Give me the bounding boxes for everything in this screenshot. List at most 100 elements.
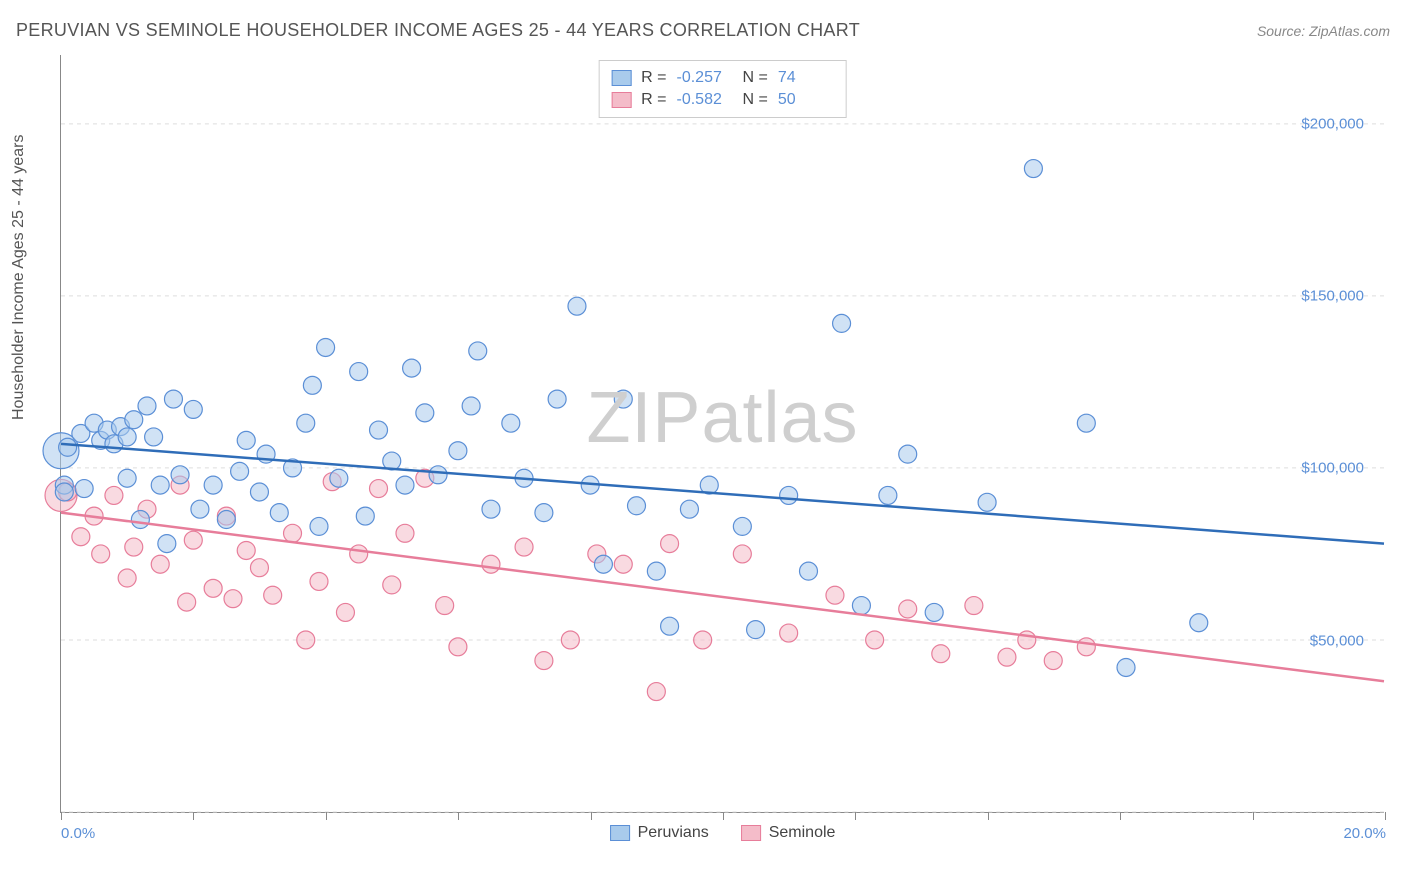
data-point — [284, 524, 302, 542]
x-tick — [591, 812, 592, 820]
data-point — [733, 517, 751, 535]
data-point — [614, 555, 632, 573]
legend-swatch — [611, 92, 631, 108]
data-point — [1117, 658, 1135, 676]
legend-correlation: R = -0.257 N = 74 R = -0.582 N = 50 — [598, 60, 847, 118]
data-point — [780, 624, 798, 642]
legend-n-value: 50 — [778, 91, 834, 109]
legend-n-value: 74 — [778, 69, 834, 87]
data-point — [125, 411, 143, 429]
data-point — [561, 631, 579, 649]
data-point — [164, 390, 182, 408]
data-point — [780, 486, 798, 504]
data-point — [535, 652, 553, 670]
data-point — [237, 542, 255, 560]
data-point — [548, 390, 566, 408]
data-point — [264, 586, 282, 604]
x-tick — [1253, 812, 1254, 820]
x-tick — [1120, 812, 1121, 820]
legend-n-label: N = — [743, 91, 768, 109]
legend-label: Peruvians — [638, 824, 709, 842]
data-point — [680, 500, 698, 518]
data-point — [1024, 160, 1042, 178]
y-tick-label: $100,000 — [1301, 460, 1364, 477]
legend-series: Peruvians Seminole — [610, 824, 836, 842]
data-point — [356, 507, 374, 525]
data-point — [747, 621, 765, 639]
data-point — [614, 390, 632, 408]
data-point — [370, 480, 388, 498]
x-tick — [193, 812, 194, 820]
data-point — [1190, 614, 1208, 632]
legend-row: R = -0.582 N = 50 — [611, 89, 834, 111]
legend-r-value: -0.582 — [677, 91, 733, 109]
data-point — [370, 421, 388, 439]
data-point — [231, 462, 249, 480]
data-point — [866, 631, 884, 649]
legend-r-label: R = — [641, 69, 666, 87]
data-point — [733, 545, 751, 563]
data-point — [330, 469, 348, 487]
data-point — [535, 504, 553, 522]
data-point — [403, 359, 421, 377]
data-point — [158, 535, 176, 553]
data-point — [131, 511, 149, 529]
data-point — [661, 535, 679, 553]
chart-title: PERUVIAN VS SEMINOLE HOUSEHOLDER INCOME … — [16, 20, 860, 41]
data-point — [151, 476, 169, 494]
data-point — [1044, 652, 1062, 670]
data-point — [978, 493, 996, 511]
legend-n-label: N = — [743, 69, 768, 87]
legend-label: Seminole — [769, 824, 836, 842]
data-point — [568, 297, 586, 315]
data-point — [482, 555, 500, 573]
data-point — [250, 559, 268, 577]
data-point — [191, 500, 209, 518]
data-point — [336, 603, 354, 621]
data-point — [151, 555, 169, 573]
data-point — [59, 438, 77, 456]
data-point — [204, 476, 222, 494]
data-point — [1077, 638, 1095, 656]
data-point — [469, 342, 487, 360]
data-point — [647, 683, 665, 701]
x-tick — [61, 812, 62, 820]
data-point — [594, 555, 612, 573]
chart-source: Source: ZipAtlas.com — [1257, 23, 1390, 39]
data-point — [105, 486, 123, 504]
data-point — [184, 531, 202, 549]
data-point — [224, 590, 242, 608]
data-point — [998, 648, 1016, 666]
data-point — [171, 466, 189, 484]
trend-line — [61, 513, 1384, 682]
x-tick — [723, 812, 724, 820]
data-point — [118, 469, 136, 487]
legend-item: Seminole — [741, 824, 836, 842]
data-point — [317, 338, 335, 356]
data-point — [178, 593, 196, 611]
x-tick — [855, 812, 856, 820]
data-point — [396, 524, 414, 542]
x-tick — [988, 812, 989, 820]
y-tick-label: $150,000 — [1301, 288, 1364, 305]
data-point — [184, 400, 202, 418]
data-point — [429, 466, 447, 484]
x-tick — [1385, 812, 1386, 820]
data-point — [661, 617, 679, 635]
legend-r-label: R = — [641, 91, 666, 109]
chart-header: PERUVIAN VS SEMINOLE HOUSEHOLDER INCOME … — [16, 20, 1390, 41]
data-point — [502, 414, 520, 432]
data-point — [899, 445, 917, 463]
x-tick — [326, 812, 327, 820]
data-point — [297, 631, 315, 649]
data-point — [436, 597, 454, 615]
legend-r-value: -0.257 — [677, 69, 733, 87]
data-point — [462, 397, 480, 415]
data-point — [250, 483, 268, 501]
data-point — [55, 483, 73, 501]
data-point — [932, 645, 950, 663]
data-point — [826, 586, 844, 604]
data-point — [852, 597, 870, 615]
plot-area: ZIPatlas R = -0.257 N = 74 R = -0.582 N … — [60, 55, 1384, 813]
data-point — [125, 538, 143, 556]
